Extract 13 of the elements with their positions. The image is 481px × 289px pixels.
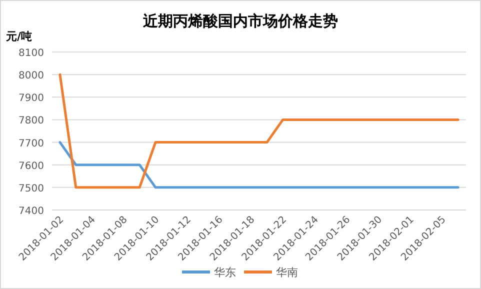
y-tick-label: 7800 xyxy=(18,116,44,127)
legend-label: 华东 xyxy=(214,266,236,279)
y-tick-label: 7500 xyxy=(18,183,44,194)
y-tick-label: 7700 xyxy=(18,138,44,150)
y-tick-label: 7400 xyxy=(18,206,44,217)
line-series xyxy=(58,73,460,189)
y-tick-label: 7900 xyxy=(18,93,44,104)
y-tick-label: 8000 xyxy=(18,70,44,82)
legend-label: 华南 xyxy=(276,266,298,279)
y-tick-label: 7600 xyxy=(18,160,44,172)
y-tick-label: 8100 xyxy=(18,48,44,59)
chart-title: 近期丙烯酸国内市场价格走势 xyxy=(142,12,338,30)
y-axis-title: 元/吨 xyxy=(5,30,32,43)
